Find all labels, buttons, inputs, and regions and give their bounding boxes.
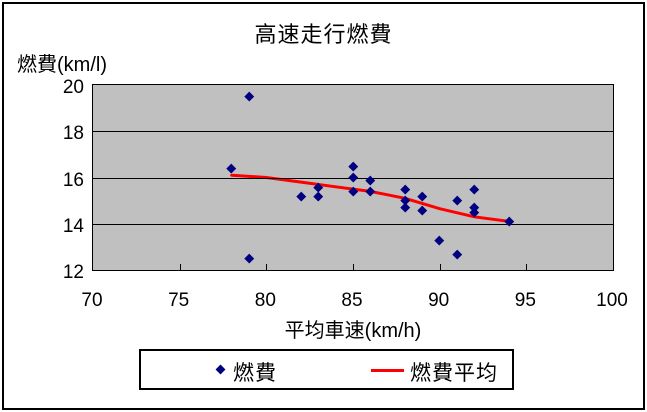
x-axis-tick: [266, 264, 268, 270]
y-tick-label: 16: [62, 169, 84, 191]
y-tick-label: 18: [62, 123, 84, 145]
x-tick-label: 95: [514, 290, 536, 311]
x-tick-label: 70: [81, 290, 103, 311]
y-tick-label: 20: [62, 77, 84, 98]
diamond-marker-icon: [215, 364, 226, 375]
y-tick-label: 14: [62, 215, 84, 237]
legend-label-fuel-average: 燃費平均: [410, 362, 498, 385]
gridline: [93, 223, 613, 225]
y-axis-unit-label: 燃費(km/l): [17, 54, 107, 76]
legend-label-fuel: 燃費: [233, 362, 277, 385]
x-axis-tick: [439, 264, 441, 270]
x-axis-tick: [526, 264, 528, 270]
x-axis-tick: [179, 264, 181, 270]
x-tick-label: 90: [428, 290, 450, 311]
x-axis-tick: [353, 264, 354, 270]
x-tick-label: 80: [254, 290, 276, 311]
legend: 燃費 燃費平均: [139, 349, 514, 390]
x-tick-label: 75: [168, 290, 190, 311]
line-marker-icon: [371, 369, 404, 372]
plot-area: [92, 84, 614, 271]
x-tick-label: 85: [341, 290, 363, 311]
x-tick-label: 100: [596, 290, 628, 311]
x-axis-title: 平均車速(km/h): [284, 320, 422, 342]
chart-title: 高速走行燃費: [254, 22, 393, 47]
y-tick-label: 12: [62, 262, 84, 283]
gridline: [93, 131, 613, 133]
